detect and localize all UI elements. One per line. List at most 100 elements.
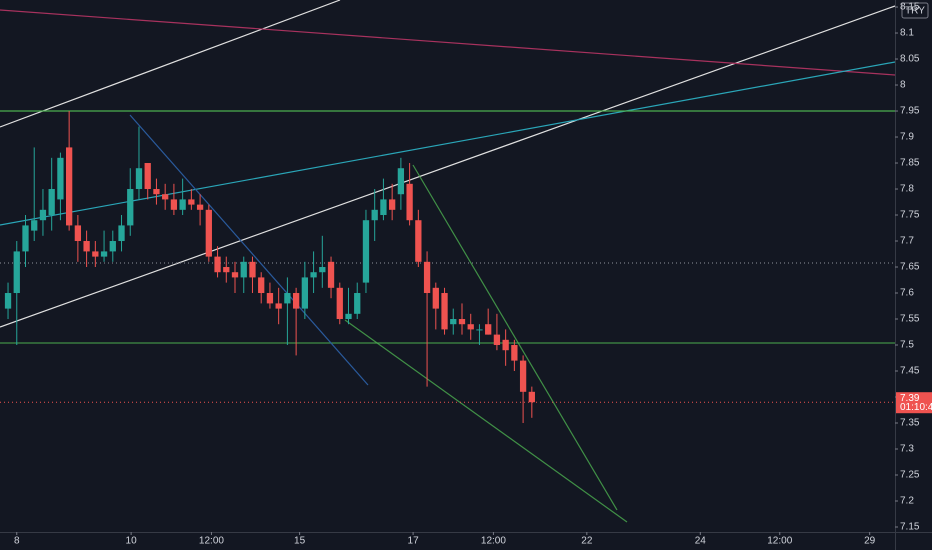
candle-body [371,209,378,221]
candle-body [153,189,160,195]
candle-body [362,220,370,283]
candle-body [118,225,125,242]
candle-body [65,147,73,226]
candle-body [127,189,134,226]
candle-body [31,220,38,231]
candle-body [100,251,108,257]
trend-line [0,0,341,128]
candle-body [258,277,265,294]
candle-body [205,209,212,257]
y-tick-label: 7.45 [900,366,920,377]
y-tick-label: 8 [900,80,906,91]
trend-line [344,319,628,523]
candle-body [284,293,291,304]
candle-body [266,293,274,304]
candle-body [301,277,308,309]
candle-body [135,168,143,190]
x-tick-label: 15 [294,536,306,547]
candle-body [432,287,439,309]
y-tick-label: 7.35 [900,418,920,429]
candle-body [458,319,466,325]
y-tick-label: 7.9 [900,132,914,143]
candle-body [4,293,12,309]
candle-body [179,199,186,210]
price-tag [896,392,932,414]
candle-body [528,391,535,403]
currency-box [901,2,929,19]
candle-body [327,261,335,288]
candle-body [74,225,82,242]
candle-body [109,241,116,252]
y-tick-label: 7.75 [900,210,920,221]
price-tag-value: 7.39 [900,393,920,404]
candle-body [275,303,282,309]
currency-label: TRY [905,6,925,17]
y-tick-label: 7.7 [900,236,914,247]
price-tag-countdown: 01:10:4 [900,402,932,413]
y-tick-label: 7.15 [900,522,920,533]
candle-body [336,287,343,320]
candle-body [310,272,317,278]
candle-body [13,251,20,294]
candle-body [196,204,204,210]
x-tick-label: 12:00 [199,536,224,547]
x-tick-label: 29 [864,536,876,547]
candle-body [519,360,527,392]
candle-body [92,251,99,257]
y-tick-label: 7.6 [900,288,914,299]
candle-body [441,293,448,330]
candle-body [380,199,387,216]
candle-body [249,261,256,278]
x-tick-label: 8 [14,536,20,547]
candle-body [450,319,457,325]
candle-body [231,272,239,278]
candle-body [39,209,47,221]
candle-body [292,293,300,309]
candle-body [389,199,396,210]
x-tick-label: 12:00 [481,536,506,547]
x-tick-label: 24 [695,536,707,547]
candle-body [48,189,55,216]
y-tick-label: 8.1 [900,28,914,39]
trend-line [129,114,369,386]
trend-line [0,5,896,328]
candle-body [22,225,29,252]
y-tick-label: 7.3 [900,444,914,455]
candle-body [415,220,422,262]
y-tick-label: 7.85 [900,158,920,169]
candle-body [406,183,413,221]
trend-line [412,164,618,511]
drawings [0,0,896,523]
candle-body [493,334,501,346]
y-tick-label: 8.05 [900,54,920,65]
candle-body [162,194,169,200]
candle-body [397,168,405,195]
candle-body [214,256,221,273]
y-tick-label: 7.55 [900,314,920,325]
candle-body [240,261,247,278]
candle-body [476,329,483,331]
y-tick-label: 7.5 [900,340,914,351]
candle-body [223,267,230,273]
candle-body [511,345,518,361]
candle-body [467,324,474,330]
y-tick-label: 7.25 [900,470,920,481]
x-tick-label: 12:00 [767,536,792,547]
y-tick-label: 7.65 [900,262,920,273]
candle-body [319,267,326,273]
candle-body [144,163,151,190]
candle-body [57,157,64,200]
candle-body [345,313,352,320]
candle-body [485,324,492,335]
trend-line [0,61,896,226]
y-tick-label: 7.2 [900,496,914,507]
y-tick-label: 7.8 [900,184,914,195]
y-tick-label: 8.15 [900,2,920,13]
candle-body [354,293,361,314]
x-tick-label: 10 [126,536,138,547]
candle-body [170,199,178,210]
x-tick-label: 17 [408,536,420,547]
candle-body [188,199,195,205]
candle-body [502,339,509,351]
